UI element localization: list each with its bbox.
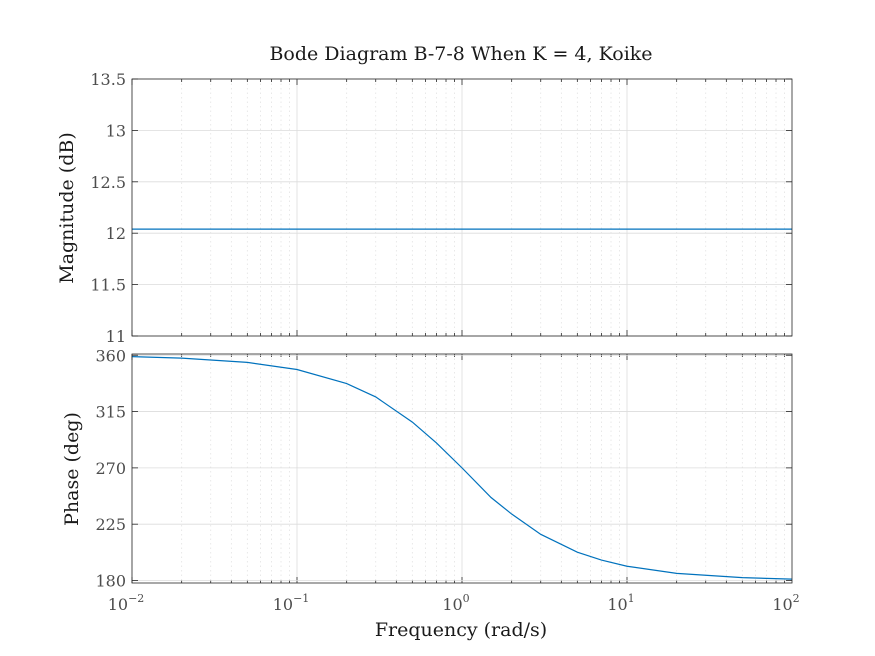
phase-series-line (131, 356, 793, 580)
magnitude-axes-box (131, 78, 793, 337)
phase-y-ticks: 180 225 270 315 360 (95, 346, 126, 590)
phase-x-ticks: 10−2 10−1 100 101 102 (108, 592, 800, 614)
x-axis-label: Frequency (rad/s) (375, 619, 547, 641)
phase-y-label: Phase (deg) (61, 412, 83, 526)
magnitude-panel: 11 11.5 12 12.5 13 13.5 Magnitude (dB) (56, 70, 793, 346)
x-tick-label: 101 (607, 592, 634, 614)
magnitude-y-tick-label: 13 (106, 121, 126, 140)
phase-y-tick-label: 315 (95, 403, 126, 422)
phase-y-tick-label: 270 (95, 459, 126, 478)
magnitude-y-tick-label: 11.5 (90, 276, 126, 295)
magnitude-y-tick-label: 13.5 (90, 70, 126, 89)
phase-panel: 180 225 270 315 360 10−2 10−1 100 101 102 Phase … (61, 346, 800, 641)
magnitude-y-tick-label: 12.5 (90, 173, 126, 192)
x-tick-label: 10−2 (108, 592, 145, 614)
chart-title: Bode Diagram B-7-8 When K = 4, Koike (269, 43, 652, 65)
magnitude-y-tick-label: 11 (106, 327, 126, 346)
phase-y-tick-label: 225 (95, 515, 126, 534)
magnitude-y-tick-label: 12 (106, 224, 126, 243)
phase-y-tick-label: 180 (95, 571, 126, 590)
magnitude-y-ticks: 11 11.5 12 12.5 13 13.5 (90, 70, 126, 346)
phase-axes-box (131, 353, 793, 584)
x-tick-label: 10−1 (273, 592, 310, 614)
x-tick-label: 102 (772, 592, 799, 614)
phase-y-tick-label: 360 (95, 346, 126, 365)
x-tick-label: 100 (442, 592, 469, 614)
magnitude-y-label: Magnitude (dB) (56, 132, 78, 284)
